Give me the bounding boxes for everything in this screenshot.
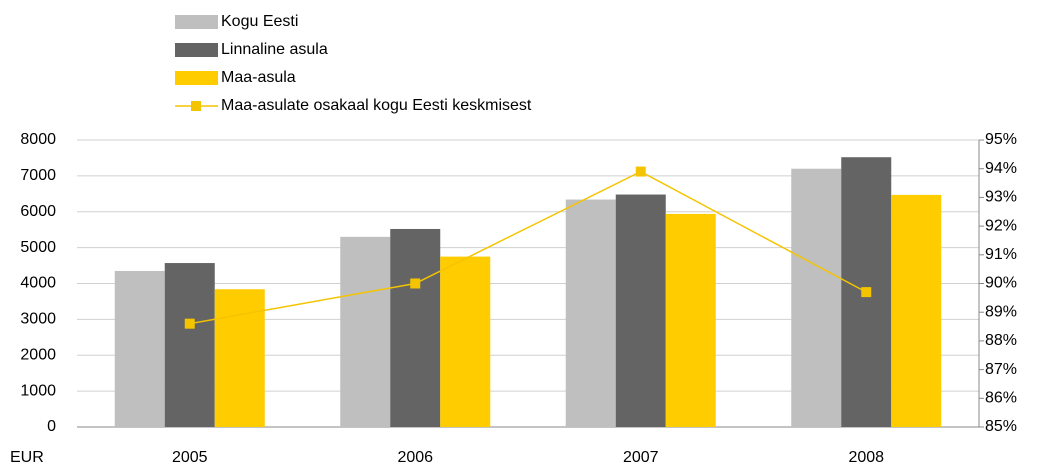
y-axis-label: EUR [10,449,44,466]
bar [214,289,265,427]
bar [164,263,215,427]
legend-swatch [175,43,218,57]
y-tick-label: 4000 [20,275,56,292]
line-marker [410,278,421,289]
y-tick-label: 5000 [20,239,56,256]
legend-swatch [175,15,218,29]
y2-tick-label: 94% [985,160,1017,177]
bar [565,199,616,427]
y2-tick-label: 91% [985,246,1017,263]
bar [891,194,942,427]
line-marker [184,318,195,329]
y2-tick-label: 85% [985,418,1017,435]
y2-tick-label: 93% [985,189,1017,206]
y-tick-label: 3000 [20,311,56,328]
legend-label: Linnaline asula [221,41,328,58]
x-tick-label: 2005 [172,449,208,466]
y-tick-label: 2000 [20,346,56,363]
bar [390,228,441,427]
y-tick-label: 7000 [20,167,56,184]
legend-marker [191,101,201,111]
legend-label: Kogu Eesti [221,13,298,30]
bar [340,236,391,427]
bar [440,256,491,427]
y2-tick-label: 86% [985,390,1017,407]
bar [114,270,165,427]
y2-tick-label: 90% [985,275,1017,292]
line-marker [635,166,646,177]
line-marker [861,287,872,298]
legend-label: Maa-asula [221,69,296,86]
x-tick-label: 2006 [397,449,433,466]
y-tick-label: 6000 [20,203,56,220]
legend-swatch [175,71,218,85]
bar [615,194,666,427]
y2-tick-label: 87% [985,361,1017,378]
line [189,170,867,325]
y2-tick-label: 88% [985,332,1017,349]
y2-tick-label: 95% [985,131,1017,148]
y-tick-label: 1000 [20,382,56,399]
y-tick-label: 8000 [20,131,56,148]
y2-tick-label: 92% [985,217,1017,234]
x-tick-label: 2007 [623,449,659,466]
x-tick-label: 2008 [848,449,884,466]
y2-tick-label: 89% [985,303,1017,320]
legend-label: Maa-asulate osakaal kogu Eesti keskmises… [221,97,532,114]
bar [665,213,716,427]
y-tick-label: 0 [47,418,56,435]
bar [791,168,842,427]
